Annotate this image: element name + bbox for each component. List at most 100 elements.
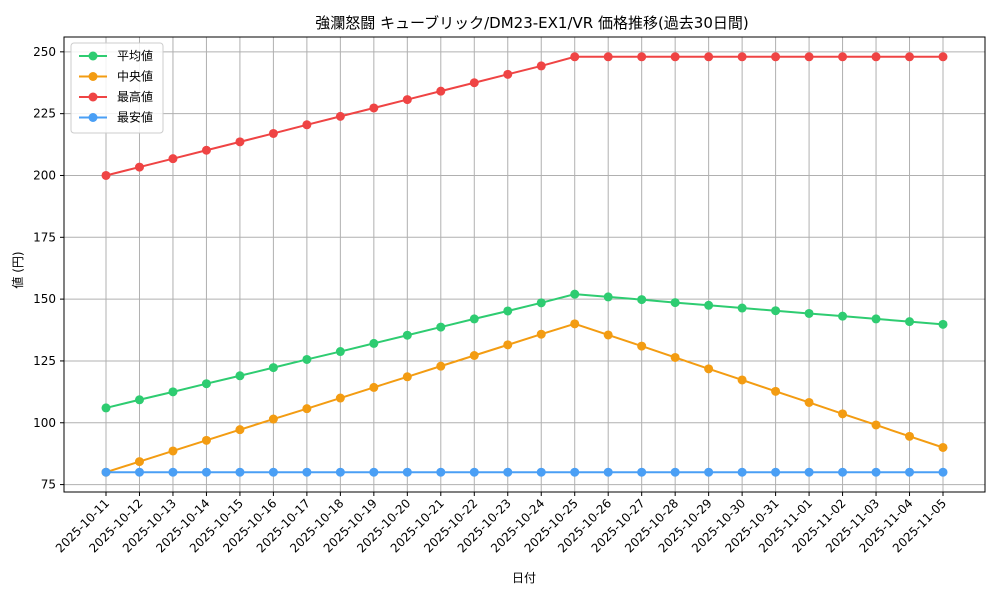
legend-item: 最安値 <box>79 110 153 125</box>
legend-marker <box>88 51 98 61</box>
x-axis-ticks: 2025-10-112025-10-122025-10-132025-10-14… <box>53 492 949 555</box>
data-point <box>804 467 814 477</box>
data-point <box>737 467 747 477</box>
data-point <box>905 52 915 62</box>
data-point <box>838 311 848 321</box>
series-3 <box>101 467 948 477</box>
data-point <box>168 467 178 477</box>
y-tick-label: 225 <box>33 107 56 121</box>
data-point <box>905 467 915 477</box>
legend-label: 最高値 <box>117 89 153 104</box>
series-1 <box>101 319 948 477</box>
data-point <box>938 467 948 477</box>
series-line <box>105 322 944 474</box>
legend-marker <box>88 92 98 102</box>
data-point <box>804 308 814 318</box>
data-point <box>469 78 479 88</box>
legend-marker <box>88 72 98 81</box>
data-point <box>402 372 412 382</box>
data-point <box>704 467 714 477</box>
data-point <box>302 404 312 414</box>
data-point <box>570 289 580 299</box>
chart-title: 強瀾怒闘 キューブリック/DM23-EX1/VR 価格推移(過去30日間) <box>315 14 749 32</box>
legend-item: 中央値 <box>79 69 153 84</box>
legend-box <box>70 42 164 134</box>
data-point <box>637 341 647 351</box>
data-point <box>804 52 814 62</box>
data-point <box>134 457 144 467</box>
data-point <box>402 95 412 105</box>
data-point <box>402 467 412 477</box>
data-point <box>168 387 178 397</box>
series-2 <box>101 52 948 180</box>
data-point <box>369 382 379 392</box>
data-point <box>201 145 211 155</box>
data-point <box>469 351 479 360</box>
data-point <box>503 340 513 350</box>
data-point <box>436 361 446 371</box>
data-point <box>302 467 312 477</box>
data-point <box>704 300 714 310</box>
grid-lines <box>64 37 985 492</box>
data-point <box>235 467 245 477</box>
data-point <box>737 303 747 313</box>
data-point <box>536 467 546 477</box>
y-axis-ticks: 75 100 125 150 175 200 225 250 <box>33 45 64 492</box>
data-point <box>335 393 345 403</box>
data-point <box>771 386 781 396</box>
data-point <box>670 298 680 308</box>
data-point <box>737 375 747 385</box>
legend-label: 中央値 <box>117 69 153 84</box>
data-point <box>469 314 479 324</box>
data-point <box>804 397 814 407</box>
data-point <box>838 52 848 62</box>
data-point <box>771 52 781 62</box>
y-axis-label: 値 (円) <box>10 251 25 288</box>
data-point <box>469 467 479 477</box>
data-point <box>637 52 647 62</box>
data-point <box>134 467 144 477</box>
y-tick-label: 150 <box>33 292 56 306</box>
legend-item: 平均値 <box>79 48 153 63</box>
data-point <box>101 403 111 413</box>
legend-item: 最高値 <box>79 89 153 104</box>
legend-marker <box>88 113 98 122</box>
y-tick-label: 250 <box>33 45 56 59</box>
data-point <box>369 467 379 477</box>
data-point <box>268 363 278 373</box>
data-point <box>503 306 513 316</box>
data-point <box>905 431 915 441</box>
data-point <box>938 319 948 329</box>
data-point <box>938 52 948 62</box>
data-point <box>838 409 848 419</box>
data-point <box>335 111 345 121</box>
data-point <box>603 467 613 477</box>
data-point <box>670 467 680 477</box>
data-point <box>938 442 948 452</box>
data-point <box>871 420 881 430</box>
x-axis-label: 日付 <box>512 571 536 585</box>
data-point <box>771 467 781 477</box>
data-point <box>704 364 714 374</box>
y-tick-label: 100 <box>33 416 56 430</box>
data-point <box>670 52 680 62</box>
series-lines <box>101 52 948 477</box>
data-point <box>637 295 647 305</box>
data-point <box>871 314 881 324</box>
data-point <box>838 467 848 477</box>
legend-label: 平均値 <box>117 48 153 63</box>
data-point <box>268 467 278 477</box>
data-point <box>436 86 446 96</box>
data-point <box>871 467 881 477</box>
data-point <box>536 298 546 308</box>
data-point <box>737 52 747 62</box>
data-point <box>570 319 580 329</box>
data-point <box>335 467 345 477</box>
data-point <box>402 330 412 340</box>
data-point <box>201 435 211 445</box>
data-point <box>168 154 178 164</box>
data-point <box>436 322 446 332</box>
data-point <box>603 292 613 302</box>
y-tick-label: 200 <box>33 168 56 182</box>
